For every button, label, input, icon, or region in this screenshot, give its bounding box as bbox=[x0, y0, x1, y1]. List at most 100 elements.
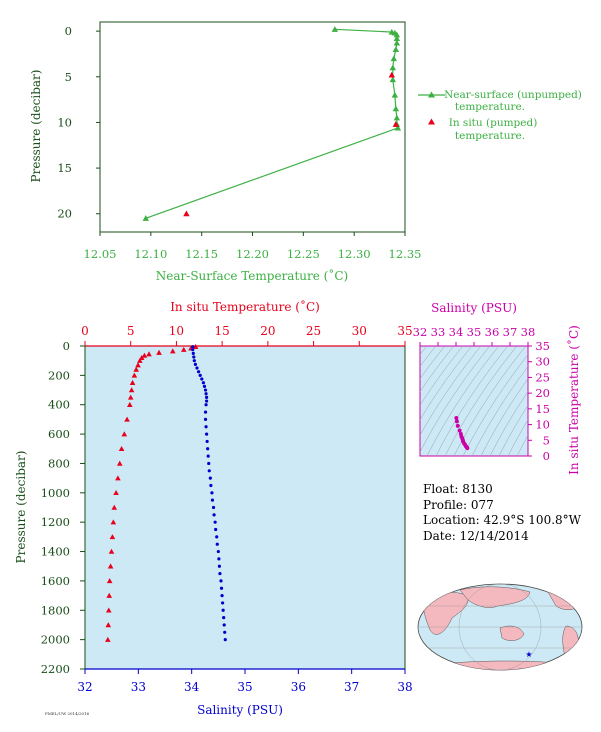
salinity-axis-label: Salinity (PSU) bbox=[197, 703, 283, 717]
temperature-point bbox=[135, 362, 141, 368]
salinity-point bbox=[207, 461, 211, 466]
profile-ticks: 0 5 10 15 20 25 30 35 32 33 34 35 36 37 38 0 200 400 600 80… bbox=[41, 324, 413, 694]
temperature-point bbox=[105, 622, 112, 628]
ts-x-tick-label: 37 bbox=[503, 325, 518, 339]
salinity-point bbox=[210, 491, 214, 495]
pressure-tick-label: 1200 bbox=[41, 515, 70, 529]
density-contour bbox=[420, 346, 428, 355]
profile-plot-background bbox=[85, 346, 405, 669]
top-x-tick-label: 12.15 bbox=[185, 247, 218, 261]
salinity-tick-label: 35 bbox=[237, 680, 252, 694]
pressure-tick-label: 2000 bbox=[41, 633, 70, 647]
salinity-point bbox=[205, 432, 209, 436]
ts-x-tick-label: 36 bbox=[485, 325, 500, 339]
near-surface-point bbox=[331, 26, 339, 32]
salinity-point bbox=[195, 366, 199, 370]
near-surface-point bbox=[389, 76, 396, 83]
float-location-marker: ★ bbox=[525, 650, 532, 659]
ts-x-tick-label: 38 bbox=[521, 325, 536, 339]
temperature-point bbox=[180, 346, 187, 352]
top-x-tick-label: 12.10 bbox=[134, 247, 167, 261]
salinity-point bbox=[192, 359, 196, 363]
density-contour bbox=[420, 346, 491, 453]
ts-y-tick-label: 25 bbox=[535, 370, 550, 384]
legend-label-in-situ-2: temperature. bbox=[455, 130, 525, 142]
density-contour bbox=[498, 404, 528, 456]
top-y-ticks: 0 5 10 15 20 bbox=[57, 24, 100, 221]
top-y-tick-label: 0 bbox=[65, 24, 72, 38]
ts-y-tick-label: 30 bbox=[535, 355, 550, 369]
ts-series bbox=[454, 415, 470, 451]
density-contour bbox=[426, 346, 500, 456]
profile-series bbox=[105, 343, 227, 642]
in-situ-point bbox=[388, 71, 395, 78]
ts-y-tick-label: 20 bbox=[535, 386, 550, 400]
near-surface-point bbox=[393, 31, 401, 38]
top-x-tick-label: 12.35 bbox=[389, 247, 422, 261]
salinity-point bbox=[198, 373, 202, 377]
temperature-point bbox=[156, 349, 162, 355]
float-info: Float: 8130 Profile: 077 Location: 42.9°… bbox=[423, 482, 581, 544]
ts-x-tick-label: 34 bbox=[449, 325, 464, 339]
salinity-point bbox=[219, 586, 224, 590]
ts-density-contours bbox=[420, 346, 528, 456]
temperature-point bbox=[131, 372, 138, 378]
salinity-tick-label: 32 bbox=[77, 680, 92, 694]
temperature-point bbox=[105, 636, 111, 642]
temperature-point bbox=[127, 401, 133, 407]
temperature-tick-label: 10 bbox=[169, 324, 184, 338]
top-series bbox=[142, 26, 402, 221]
salinity-point bbox=[200, 377, 204, 381]
ts-y-tick-label: 5 bbox=[543, 433, 550, 447]
top-y-tick-label: 5 bbox=[65, 70, 72, 84]
map-land-antarctica bbox=[439, 660, 571, 670]
salinity-point bbox=[216, 549, 220, 554]
pressure-tick-label: 1400 bbox=[41, 545, 70, 559]
top-x-ticks: 12.05 12.10 12.15 12.20 12.25 12.30 12.35 bbox=[84, 232, 422, 261]
in-situ-point bbox=[183, 210, 190, 217]
salinity-point bbox=[208, 476, 212, 480]
map-land-africa bbox=[423, 592, 469, 635]
density-contour bbox=[480, 378, 528, 456]
density-contour bbox=[435, 346, 509, 456]
ts-x-tick-label: 32 bbox=[413, 325, 428, 339]
top-x-tick-label: 12.05 bbox=[84, 247, 117, 261]
temperature-point bbox=[128, 387, 135, 393]
temperature-point bbox=[115, 475, 121, 481]
top-x-tick-label: 12.30 bbox=[338, 247, 371, 261]
ts-y-tick-label: 15 bbox=[535, 402, 550, 416]
salinity-point bbox=[215, 542, 219, 546]
temperature-point bbox=[137, 357, 143, 363]
salinity-point bbox=[206, 447, 210, 451]
pressure-tick-label: 1600 bbox=[41, 574, 70, 588]
salinity-point bbox=[217, 564, 221, 568]
temperature-point bbox=[113, 490, 119, 496]
in-situ-point bbox=[392, 121, 400, 127]
salinity-point bbox=[205, 399, 209, 403]
legend-label-near-surface-1: Near-surface (unpumped) bbox=[444, 89, 582, 101]
salinity-point bbox=[211, 505, 216, 510]
ts-x-tick-label: 33 bbox=[431, 325, 446, 339]
temperature-point bbox=[121, 431, 128, 437]
top-legend: Near-surface (unpumped) temperature. In … bbox=[418, 89, 582, 142]
density-contour bbox=[507, 419, 528, 456]
salinity-point bbox=[223, 630, 227, 634]
salinity-point bbox=[191, 351, 195, 355]
temperature-point bbox=[118, 445, 125, 452]
salinity-point bbox=[204, 425, 208, 429]
temperature-point bbox=[105, 607, 112, 613]
salinity-point bbox=[207, 469, 211, 473]
temperature-point bbox=[111, 504, 118, 510]
temperature-point bbox=[124, 416, 130, 422]
temperature-point bbox=[116, 460, 123, 466]
ts-x-axis-label: Salinity (PSU) bbox=[431, 301, 517, 315]
footer-credit: PMEL/UW 2014/2016 bbox=[45, 711, 90, 716]
pressure-tick-label: 0 bbox=[63, 339, 70, 353]
salinity-point bbox=[205, 395, 209, 399]
salinity-point bbox=[204, 403, 208, 407]
salinity-tick-label: 38 bbox=[397, 680, 412, 694]
temperature-axis-label: In situ Temperature (˚C) bbox=[170, 299, 320, 314]
near-surface-point bbox=[392, 105, 400, 112]
